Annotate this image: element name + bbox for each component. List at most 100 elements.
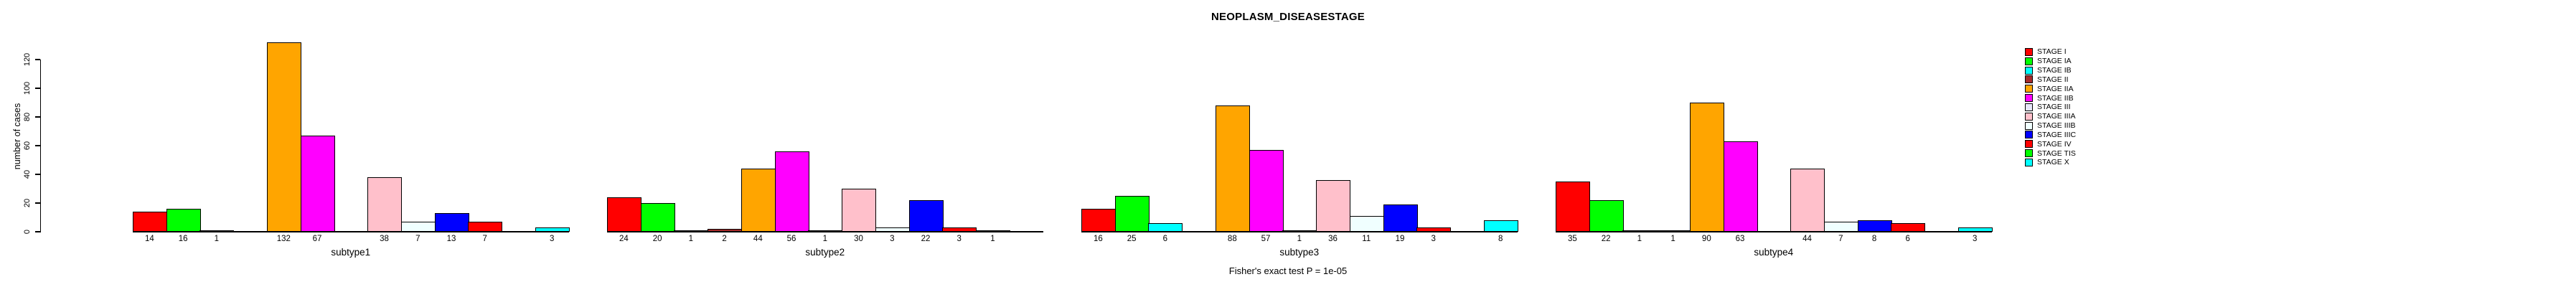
bar-value-label: 22 <box>921 234 931 243</box>
legend-row: STAGE IIB <box>2025 93 2074 103</box>
legend-label: STAGE IB <box>2037 66 2072 75</box>
legend-label: STAGE IIIC <box>2037 130 2077 139</box>
bar <box>434 213 469 232</box>
bar-value-label: 35 <box>1567 234 1577 243</box>
y-tick-label: 40 <box>23 169 32 179</box>
bar-value-label: 6 <box>1162 234 1168 243</box>
legend-row: STAGE IB <box>2025 66 2072 75</box>
legend-swatch <box>2025 57 2033 65</box>
legend-row: STAGE IIA <box>2025 84 2074 93</box>
legend-label: STAGE IV <box>2037 139 2072 149</box>
bar <box>199 230 235 232</box>
bar <box>133 212 167 232</box>
legend-label: STAGE IIIA <box>2037 112 2076 121</box>
bar <box>1723 141 1758 232</box>
bar <box>1857 220 1892 232</box>
bar <box>1823 222 1858 232</box>
bar <box>1416 227 1452 232</box>
chart-title: NEOPLASM_DISEASESTAGE <box>1211 11 1365 23</box>
group-label: subtype3 <box>1279 247 1320 258</box>
y-tick-label: 120 <box>23 52 32 67</box>
bar-value-label: 3 <box>890 234 895 243</box>
bar-value-label: 3 <box>550 234 555 243</box>
bar-value-label: 1 <box>1670 234 1675 243</box>
bar <box>1081 209 1116 232</box>
bar-value-label: 88 <box>1227 234 1237 243</box>
bar <box>774 151 809 232</box>
bar-value-label: 8 <box>1871 234 1877 243</box>
legend-row: STAGE TIS <box>2025 149 2076 158</box>
legend-swatch <box>2025 85 2033 93</box>
bar-value-label: 22 <box>1601 234 1611 243</box>
y-tick-mark <box>35 59 40 60</box>
bar-value-label: 6 <box>1905 234 1910 243</box>
bar <box>607 197 641 232</box>
legend-label: STAGE IIIB <box>2037 121 2076 131</box>
bar-value-label: 16 <box>178 234 188 243</box>
bar-value-label: 63 <box>1735 234 1745 243</box>
bar-value-label: 20 <box>652 234 662 243</box>
bar-value-label: 1 <box>688 234 694 243</box>
bar <box>708 229 743 232</box>
legend-label: STAGE X <box>2037 158 2069 167</box>
bar <box>1656 230 1691 232</box>
legend-row: STAGE IV <box>2025 139 2072 149</box>
legend-row: STAGE IIIC <box>2025 131 2076 140</box>
legend-row: STAGE IIIA <box>2025 112 2075 121</box>
bar-value-label: 2 <box>722 234 727 243</box>
bar-value-label: 90 <box>1701 234 1711 243</box>
legend-swatch <box>2025 66 2033 75</box>
y-tick-mark <box>35 116 40 118</box>
legend-swatch <box>2025 140 2033 149</box>
legend-swatch <box>2025 131 2033 139</box>
bar <box>1383 204 1418 232</box>
y-tick-label: 20 <box>23 198 32 208</box>
bar-value-label: 19 <box>1395 234 1405 243</box>
legend-row: STAGE II <box>2025 75 2069 85</box>
bar-value-label: 3 <box>1431 234 1436 243</box>
bar-value-label: 25 <box>1127 234 1137 243</box>
bar <box>1148 223 1183 232</box>
bar <box>166 209 201 232</box>
legend-label: STAGE TIS <box>2037 149 2076 158</box>
y-tick-label: 60 <box>23 141 32 151</box>
bar-value-label: 36 <box>1328 234 1338 243</box>
bar-value-label: 3 <box>1973 234 1978 243</box>
bar <box>300 136 335 232</box>
bar <box>266 42 301 232</box>
bar-value-label: 30 <box>854 234 863 243</box>
bar <box>908 200 944 232</box>
bar-value-label: 1 <box>1637 234 1642 243</box>
bar-value-label: 44 <box>753 234 763 243</box>
bar-value-label: 3 <box>956 234 962 243</box>
bar-value-label: 1 <box>822 234 827 243</box>
group-baseline <box>132 231 570 232</box>
legend-label: STAGE II <box>2037 75 2069 84</box>
bar <box>400 222 436 232</box>
bar <box>875 227 910 232</box>
legend-row: STAGE X <box>2025 158 2069 167</box>
bar <box>1556 182 1590 232</box>
y-tick-mark <box>35 202 40 204</box>
bar <box>1282 230 1317 232</box>
bar <box>640 203 675 232</box>
bar <box>1483 220 1518 232</box>
bar-value-label: 8 <box>1498 234 1503 243</box>
legend-swatch <box>2025 94 2033 103</box>
bar <box>1689 103 1724 232</box>
bar <box>1215 105 1250 232</box>
y-tick-mark <box>35 145 40 146</box>
legend-label: STAGE IIA <box>2037 84 2074 93</box>
legend-label: STAGE I <box>2037 47 2067 57</box>
bar-value-label: 13 <box>446 234 456 243</box>
bar <box>842 189 877 232</box>
bar <box>535 227 570 232</box>
legend-row: STAGE I <box>2025 47 2067 57</box>
legend-row: STAGE III <box>2025 103 2070 112</box>
bar <box>674 230 709 232</box>
bar-value-label: 1 <box>214 234 220 243</box>
legend-swatch <box>2025 103 2033 111</box>
bar-value-label: 38 <box>380 234 389 243</box>
bar <box>741 169 776 232</box>
